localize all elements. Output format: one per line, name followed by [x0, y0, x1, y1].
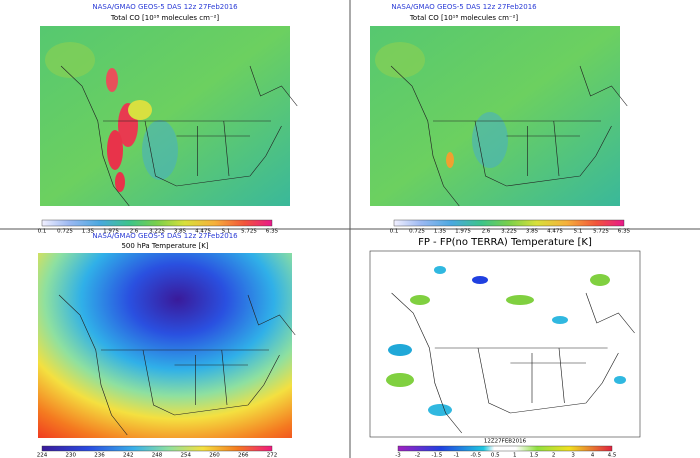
colorbar-tick-label: -3	[395, 453, 401, 458]
colorbar-tick-label: 4.475	[547, 229, 563, 235]
panel-header: NASA/GMAO GEOS-5 DAS 12z 27Feb2016	[92, 3, 238, 11]
colorbar-tick-label: 1.35	[434, 229, 447, 235]
panel-header: NASA/GMAO GEOS-5 DAS 12z 27Feb2016	[92, 232, 238, 240]
colorbar-tick-label: 3.85	[174, 229, 187, 235]
colorbar-tick-label: -1	[454, 453, 459, 458]
colorbar	[393, 219, 625, 227]
colorbar	[41, 219, 273, 227]
map-features	[45, 42, 298, 207]
colorbar-tick-label: 3.225	[501, 229, 517, 235]
colorbar-tick-label: 3.85	[526, 229, 539, 235]
map-features	[386, 266, 635, 434]
colorbar-tick-label: 260	[209, 453, 220, 458]
panel-title: FP - FP(no TERRA) Temperature [K]	[418, 237, 592, 248]
colorbar-tick-label: 0.5	[491, 453, 500, 458]
panel-header: NASA/GMAO GEOS-5 DAS 12z 27Feb2016	[391, 3, 537, 11]
colorbar-tick-label: -2	[415, 453, 420, 458]
colorbar-tick-label: 5.725	[241, 229, 257, 235]
colorbar-tick-label: 1.35	[82, 229, 95, 235]
panel-title: 500 hPa Temperature [K]	[121, 242, 208, 250]
colorbar-tick-label: 0.725	[409, 229, 425, 235]
colorbar-tick-label: 5.1	[222, 229, 231, 235]
colorbar-tick-label: 3	[571, 453, 575, 458]
colorbar-tick-label: -0.5	[470, 453, 481, 458]
colorbar-tick-label: 1.975	[455, 229, 471, 235]
colorbar-tick-label: 266	[238, 453, 249, 458]
map	[38, 253, 292, 438]
colorbar-tick-label: 2	[552, 453, 556, 458]
panel-title: Total CO [10¹⁸ molecules cm⁻²]	[110, 14, 220, 22]
colorbar-tick-label: 230	[66, 453, 77, 458]
colorbar-tick-label: 224	[37, 453, 48, 458]
colorbar-tick-label: 242	[123, 453, 134, 458]
colorbar-tick-label: 2.6	[482, 229, 491, 235]
colorbar-tick-label: 272	[267, 453, 278, 458]
panel-footer: 12Z27FEB2016	[484, 439, 527, 445]
panel: NASA/GMAO GEOS-5 DAS 12z 27Feb2016 Total…	[38, 3, 298, 235]
colorbar-tick-label: 6.35	[618, 229, 631, 235]
colorbar-tick-label: 2.6	[130, 229, 139, 235]
colorbar-tick-label: 5.725	[593, 229, 609, 235]
colorbar-tick-label: 6.35	[266, 229, 279, 235]
colorbar-tick-label: 248	[152, 453, 163, 458]
colorbar-tick-label: 4.5	[608, 453, 617, 458]
panel-title: Total CO [10¹⁸ molecules cm⁻²]	[409, 14, 519, 22]
colorbar-tick-label: 0.1	[390, 229, 399, 235]
colorbar-tick-label: 1.5	[530, 453, 539, 458]
colorbar-tick-label: 3.225	[149, 229, 165, 235]
panel: NASA/GMAO GEOS-5 DAS 12z 27Feb2016 500 h…	[37, 232, 296, 458]
colorbar-tick-label: 254	[181, 453, 192, 458]
colorbar	[397, 445, 613, 452]
colorbar-tick-label: 0.1	[38, 229, 47, 235]
colorbar-tick-label: 5.1	[574, 229, 583, 235]
colorbar	[41, 445, 273, 452]
colorbar-tick-label: -1.5	[432, 453, 443, 458]
colorbar-tick-label: 0.725	[57, 229, 73, 235]
colorbar-tick-label: 1.975	[103, 229, 119, 235]
colorbar-tick-label: 4	[591, 453, 595, 458]
map-features	[375, 42, 628, 207]
colorbar-tick-label: 236	[94, 453, 105, 458]
colorbar-tick-label: 1	[513, 453, 517, 458]
panel: NASA/GMAO GEOS-5 DAS 12z 27Feb2016 Total…	[370, 3, 631, 235]
panel: FP - FP(no TERRA) Temperature [K] 12Z27F…	[369, 237, 641, 458]
colorbar-tick-label: 4.475	[195, 229, 211, 235]
